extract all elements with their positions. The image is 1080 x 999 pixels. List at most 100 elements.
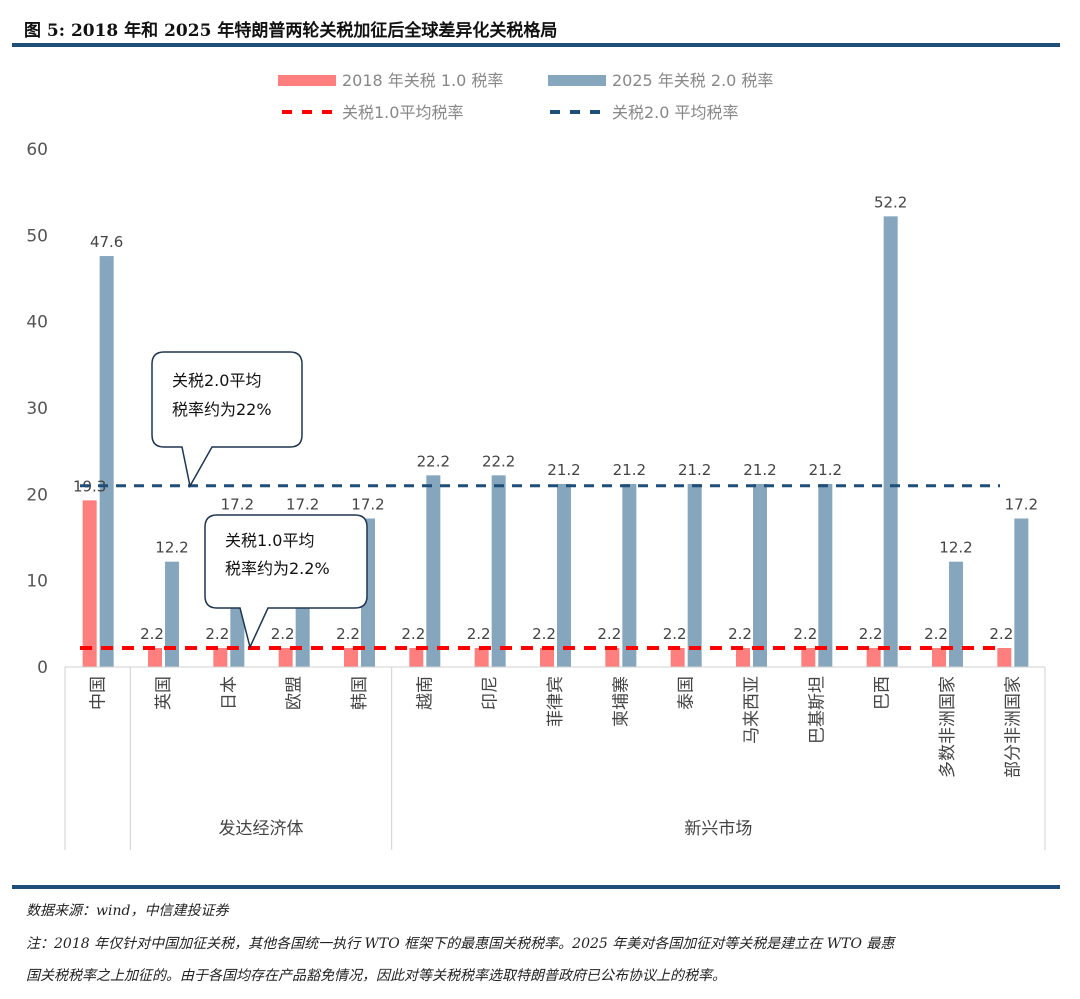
footer-rule bbox=[12, 885, 1060, 889]
callout-avg1-line2: 税率约为2.2% bbox=[225, 559, 330, 578]
bar-2018 bbox=[997, 648, 1012, 667]
y-tick-label: 60 bbox=[26, 140, 48, 160]
legend-swatch-2025 bbox=[548, 75, 606, 86]
bar-2025 bbox=[491, 475, 506, 667]
data-label: 21.2 bbox=[743, 461, 776, 479]
data-label: 2.2 bbox=[271, 625, 295, 643]
data-label: 21.2 bbox=[613, 461, 646, 479]
data-label: 2.2 bbox=[728, 625, 752, 643]
data-label: 47.6 bbox=[90, 233, 123, 251]
category-label: 韩国 bbox=[350, 676, 370, 710]
source-note: 数据来源：wind，中信建投证券 bbox=[26, 903, 229, 919]
data-label: 21.2 bbox=[678, 461, 711, 479]
bar-2025 bbox=[557, 483, 571, 667]
bar-2025 bbox=[165, 561, 179, 667]
bar-2025 bbox=[949, 561, 963, 667]
bar-2025 bbox=[818, 483, 833, 667]
legend-label-avg1: 关税1.0平均税率 bbox=[342, 103, 463, 122]
data-label: 12.2 bbox=[939, 539, 972, 557]
data-label: 2.2 bbox=[793, 625, 817, 643]
bar-2018 bbox=[932, 648, 946, 667]
bar-2025 bbox=[883, 216, 898, 667]
legend-label-avg2: 关税2.0 平均税率 bbox=[612, 103, 739, 122]
y-tick-label: 10 bbox=[26, 572, 48, 592]
data-label: 2.2 bbox=[140, 625, 164, 643]
category-label-group: 多数非洲国家 bbox=[938, 676, 958, 778]
y-tick-label: 0 bbox=[37, 658, 48, 678]
footnote-line2: 国关税税率之上加征的。由于各国均存在产品豁免情况，因此对等关税税率选取特朗普政府… bbox=[26, 968, 726, 984]
data-label: 2.2 bbox=[924, 625, 948, 643]
bar-2018 bbox=[409, 648, 424, 667]
data-label: 21.2 bbox=[547, 461, 580, 479]
title-rule bbox=[12, 43, 1060, 47]
bar-2025 bbox=[622, 483, 637, 667]
category-label: 印尼 bbox=[481, 676, 501, 710]
category-label-group: 印尼 bbox=[481, 676, 501, 710]
callouts: 关税2.0平均 税率约为22% 关税1.0平均 税率约为2.2% bbox=[151, 351, 368, 650]
y-axis: 0 10 20 30 40 50 60 bbox=[26, 140, 48, 678]
bars bbox=[82, 216, 1029, 667]
data-label: 12.2 bbox=[155, 539, 188, 557]
y-tick-label: 30 bbox=[26, 399, 48, 419]
y-tick-label: 40 bbox=[26, 313, 48, 333]
data-label: 2.2 bbox=[205, 625, 229, 643]
category-label-group: 越南 bbox=[415, 676, 435, 710]
bar-2025 bbox=[1014, 518, 1029, 667]
callout-avg2-line2: 税率约为22% bbox=[172, 400, 272, 419]
bar-2018 bbox=[866, 648, 881, 667]
callout-avg2-line1: 关税2.0平均 bbox=[172, 371, 261, 390]
data-label: 52.2 bbox=[874, 193, 907, 211]
category-label-group: 日本 bbox=[219, 676, 239, 710]
category-label-group: 部分非洲国家 bbox=[1003, 676, 1023, 778]
data-label: 2.2 bbox=[663, 625, 687, 643]
category-label-group: 欧盟 bbox=[285, 676, 305, 710]
category-label: 泰国 bbox=[677, 676, 697, 710]
category-label: 中国 bbox=[89, 676, 109, 710]
bar-2018 bbox=[148, 648, 162, 667]
y-tick-label: 50 bbox=[26, 226, 48, 246]
data-label: 22.2 bbox=[417, 452, 450, 470]
category-label-group: 中国 bbox=[89, 676, 109, 710]
data-label: 2.2 bbox=[532, 625, 556, 643]
data-label: 22.2 bbox=[482, 452, 515, 470]
legend-label-2025: 2025 年关税 2.0 税率 bbox=[612, 71, 773, 90]
category-label: 日本 bbox=[219, 676, 239, 710]
category-label-group: 英国 bbox=[154, 676, 174, 710]
data-label: 2.2 bbox=[401, 625, 425, 643]
group-label: 新兴市场 bbox=[684, 819, 752, 839]
bar-2018 bbox=[540, 648, 554, 667]
category-label-group: 泰国 bbox=[677, 676, 697, 710]
category-label-group: 柬埔寨 bbox=[611, 676, 631, 727]
legend: 2018 年关税 1.0 税率 2025 年关税 2.0 税率 关税1.0平均税… bbox=[278, 71, 773, 122]
data-label: 17.2 bbox=[351, 496, 384, 514]
category-label-group: 马来西亚 bbox=[742, 676, 762, 744]
data-label: 17.2 bbox=[1005, 496, 1038, 514]
bar-2018 bbox=[670, 648, 685, 667]
bar-2018 bbox=[801, 648, 816, 667]
category-label-group: 韩国 bbox=[350, 676, 370, 710]
data-label: 2.2 bbox=[597, 625, 621, 643]
category-label: 巴基斯坦 bbox=[807, 676, 827, 744]
bar-2018 bbox=[605, 648, 620, 667]
data-label: 2.2 bbox=[859, 625, 883, 643]
figure-title: 图 5: 2018 年和 2025 年特朗普两轮关税加征后全球差异化关税格局 bbox=[24, 21, 558, 41]
chart: 2018 年关税 1.0 税率 2025 年关税 2.0 税率 关税1.0平均税… bbox=[26, 71, 1046, 850]
legend-swatch-2018 bbox=[278, 75, 336, 86]
data-label: 2.2 bbox=[989, 625, 1013, 643]
callout-avg1 bbox=[204, 514, 368, 650]
bar-2025 bbox=[687, 483, 702, 667]
average-lines bbox=[80, 484, 1000, 651]
category-label: 马来西亚 bbox=[742, 676, 762, 744]
data-label: 17.2 bbox=[221, 496, 254, 514]
category-label: 菲律宾 bbox=[546, 676, 566, 727]
category-label-group: 菲律宾 bbox=[546, 676, 566, 727]
callout-avg2 bbox=[151, 351, 303, 489]
category-label: 越南 bbox=[415, 676, 435, 710]
category-label: 多数非洲国家 bbox=[938, 676, 958, 778]
category-label-group: 巴西 bbox=[873, 676, 893, 710]
legend-label-2018: 2018 年关税 1.0 税率 bbox=[342, 71, 503, 90]
bar-2018 bbox=[278, 648, 293, 667]
category-label-group: 巴基斯坦 bbox=[807, 676, 827, 744]
data-label: 2.2 bbox=[336, 625, 360, 643]
bar-2025 bbox=[99, 256, 114, 667]
